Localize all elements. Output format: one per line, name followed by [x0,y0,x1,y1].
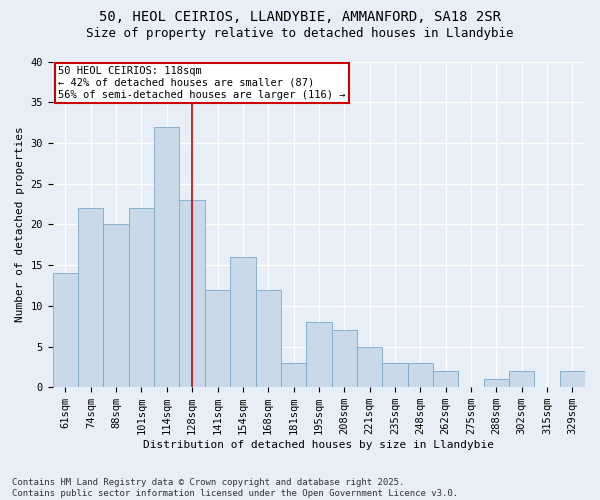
Bar [281,363,306,387]
Text: 50, HEOL CEIRIOS, LLANDYBIE, AMMANFORD, SA18 2SR: 50, HEOL CEIRIOS, LLANDYBIE, AMMANFORD, … [99,10,501,24]
Bar [306,322,332,387]
Text: 50 HEOL CEIRIOS: 118sqm
← 42% of detached houses are smaller (87)
56% of semi-de: 50 HEOL CEIRIOS: 118sqm ← 42% of detache… [58,66,346,100]
Bar [509,371,535,387]
Bar [205,290,230,387]
Bar [78,208,103,387]
Bar [382,363,407,387]
Bar [179,200,205,387]
Bar [103,224,129,387]
Bar [129,208,154,387]
Bar [332,330,357,387]
Bar [154,126,179,387]
Bar [433,371,458,387]
Bar [230,257,256,387]
Text: Contains HM Land Registry data © Crown copyright and database right 2025.
Contai: Contains HM Land Registry data © Crown c… [12,478,458,498]
Bar [560,371,585,387]
Bar [484,379,509,387]
Bar [357,346,382,387]
Bar [256,290,281,387]
X-axis label: Distribution of detached houses by size in Llandybie: Distribution of detached houses by size … [143,440,494,450]
Bar [53,273,78,387]
Y-axis label: Number of detached properties: Number of detached properties [15,126,25,322]
Text: Size of property relative to detached houses in Llandybie: Size of property relative to detached ho… [86,28,514,40]
Bar [407,363,433,387]
